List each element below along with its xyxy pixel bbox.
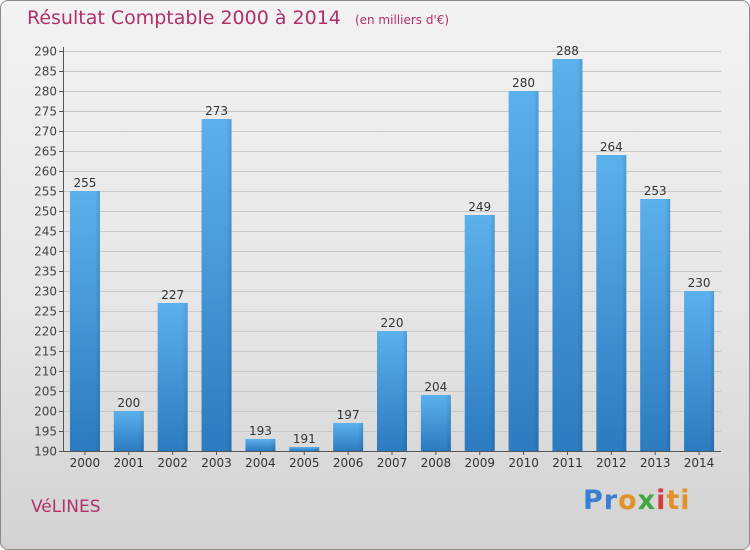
y-tick-label: 280 [34, 85, 57, 99]
x-tick-label: 2012 [596, 456, 627, 470]
logo-part: Pr [583, 485, 619, 516]
x-tick-label: 2000 [70, 456, 101, 470]
chart-title: Résultat Comptable 2000 à 2014 (en milli… [27, 7, 449, 29]
logo-part: i [656, 485, 667, 516]
y-tick-label: 285 [34, 65, 57, 79]
y-tick-label: 240 [34, 245, 57, 259]
bar-shade [182, 303, 188, 451]
y-tick-label: 230 [34, 285, 57, 299]
chart-subtitle: (en milliers d'€) [354, 13, 450, 27]
data-label: 264 [600, 140, 623, 154]
bar-shade [533, 91, 539, 451]
y-tick-label: 265 [34, 145, 57, 159]
bar-shade [445, 395, 451, 451]
logo-part: x [637, 485, 657, 516]
data-label: 230 [688, 276, 711, 290]
chart-title-text: Résultat Comptable 2000 à 2014 [27, 7, 341, 29]
bar-shade [577, 59, 583, 451]
x-axis-ticks: 2000 2001 2002 2003 2004 2005 2006 2007 2008 2009… [70, 451, 715, 470]
logo-part: ti [666, 485, 691, 516]
data-label: 288 [556, 44, 579, 58]
y-tick-label: 235 [34, 265, 57, 279]
x-tick-label: 2001 [114, 456, 145, 470]
bar-shade [709, 291, 715, 451]
data-label: 227 [161, 288, 184, 302]
y-tick-label: 275 [34, 105, 57, 119]
bar-shade [94, 191, 100, 451]
y-axis-ticks: 190 195 200 205 210 215 220 225 230 235 240 245 250 2… [34, 45, 63, 459]
bar-shade [226, 119, 232, 451]
bar-shade [665, 199, 671, 451]
data-label: 273 [205, 104, 228, 118]
data-label: 280 [512, 76, 535, 90]
bar-shade [402, 331, 407, 451]
data-label: 220 [381, 316, 404, 330]
y-tick-label: 225 [34, 305, 57, 319]
data-label: 249 [468, 200, 491, 214]
data-label: 197 [337, 408, 360, 422]
data-label: 204 [424, 380, 447, 394]
y-tick-label: 260 [34, 165, 57, 179]
data-label: 191 [293, 432, 316, 446]
bar [245, 439, 276, 451]
x-tick-label: 2002 [157, 456, 188, 470]
y-tick-label: 210 [34, 365, 57, 379]
x-tick-label: 2014 [684, 456, 715, 470]
data-label: 193 [249, 424, 272, 438]
y-tick-label: 195 [34, 425, 57, 439]
y-tick-label: 205 [34, 385, 57, 399]
bar-shade [489, 215, 495, 451]
bars: 255 200 227 273 193 191 197 220 204 249 280 288 264 2… [69, 44, 715, 451]
y-tick-label: 245 [34, 225, 57, 239]
bar-shade [358, 423, 364, 451]
x-tick-label: 2005 [289, 456, 320, 470]
data-label: 200 [117, 396, 140, 410]
x-tick-label: 2010 [508, 456, 539, 470]
y-tick-label: 255 [34, 185, 57, 199]
x-tick-label: 2008 [421, 456, 452, 470]
bar [289, 447, 320, 451]
bar-shade [270, 439, 276, 451]
y-tick-label: 220 [34, 325, 57, 339]
y-tick-label: 215 [34, 345, 57, 359]
y-tick-label: 200 [34, 405, 57, 419]
data-label: 253 [644, 184, 667, 198]
y-tick-label: 190 [34, 445, 57, 459]
data-label: 255 [73, 176, 96, 190]
x-tick-label: 2013 [640, 456, 671, 470]
axes [63, 47, 721, 452]
x-tick-label: 2009 [464, 456, 495, 470]
y-tick-label: 250 [34, 205, 57, 219]
y-tick-label: 270 [34, 125, 57, 139]
x-tick-label: 2007 [377, 456, 408, 470]
x-tick-label: 2004 [245, 456, 276, 470]
commune-name: VéLINES [31, 497, 101, 517]
x-tick-label: 2006 [333, 456, 364, 470]
bar-shade [621, 155, 627, 451]
logo-part: o [618, 485, 638, 516]
x-tick-label: 2003 [201, 456, 232, 470]
bar-shade [314, 447, 320, 451]
bar-shade [138, 411, 144, 451]
y-tick-label: 290 [34, 45, 57, 59]
proxiti-logo: Proxiti [583, 485, 691, 516]
x-tick-label: 2011 [552, 456, 583, 470]
